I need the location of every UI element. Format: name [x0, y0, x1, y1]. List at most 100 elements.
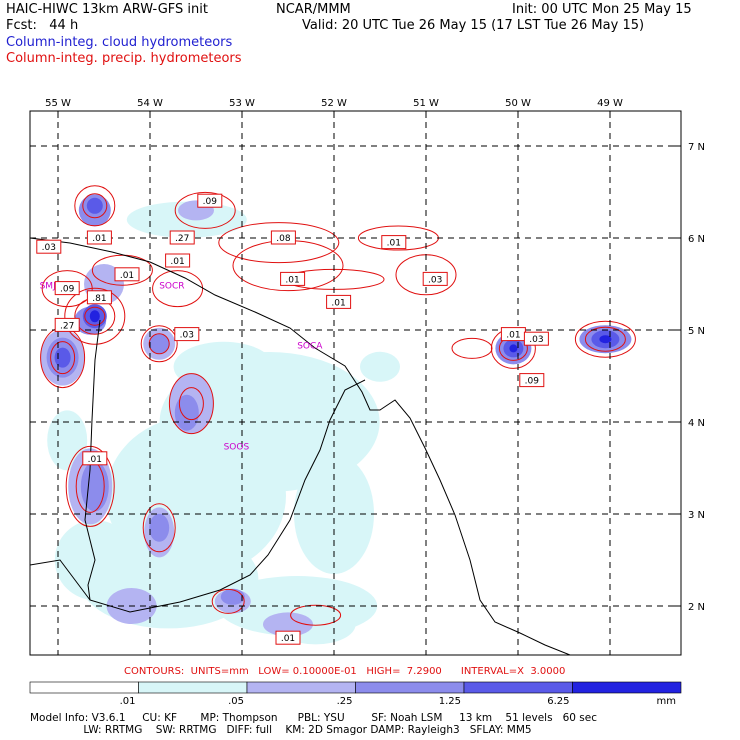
precip-contour	[148, 333, 170, 355]
precip-contour	[140, 325, 178, 363]
precip-contour	[174, 191, 236, 229]
lat-label: 3 N	[688, 510, 705, 521]
contour-label: .08	[276, 234, 291, 244]
station-smjp: SMJP	[40, 282, 62, 292]
station-soos: SOOS	[224, 443, 250, 453]
contour-label-box	[54, 281, 80, 296]
country-border	[30, 559, 91, 601]
cloud-blob	[86, 197, 103, 214]
contour-label-box	[169, 230, 195, 245]
cloud-blob	[294, 454, 374, 574]
contour-label: .01	[387, 239, 401, 249]
lat-label: 2 N	[688, 602, 705, 613]
colorbar-segment	[246, 681, 356, 694]
station-socr: SOCR	[159, 282, 184, 292]
cloud-blob	[220, 588, 245, 605]
cloud-blob	[263, 612, 313, 637]
contour-label: .03	[529, 335, 543, 345]
lon-label: 53 W	[229, 98, 255, 109]
contour-label: .01	[120, 271, 134, 281]
cloud-fill-layer	[40, 194, 632, 645]
cloud-blob	[599, 335, 612, 344]
contour-label-box	[174, 327, 200, 342]
contour-label: .01	[88, 455, 102, 465]
contour-info: CONTOURS: UNITS=mm LOW= 0.10000E-01 HIGH…	[124, 666, 566, 677]
colorbar-segment	[572, 681, 682, 694]
model-title: HAIC-HIWC 13km ARW-GFS init	[6, 2, 208, 17]
latitude-labels: 7 N 6 N 5 N 4 N 3 N 2 N	[688, 142, 705, 613]
contour-label-box	[275, 630, 301, 645]
precip-contour	[168, 373, 214, 435]
precip-contour	[218, 222, 340, 264]
coastline	[30, 237, 571, 655]
precip-contour	[451, 337, 493, 359]
precip-contour	[584, 326, 626, 352]
lat-lon-grid	[30, 111, 681, 655]
precip-contour	[82, 193, 108, 219]
contour-label: .01	[285, 275, 299, 285]
precip-contour	[178, 387, 204, 421]
contour-label-box	[197, 193, 223, 208]
cloud-blob	[47, 410, 88, 471]
cloud-blob	[149, 333, 170, 354]
forecast-hour: Fcst: 44 h	[6, 18, 79, 33]
contour-label-box	[86, 290, 112, 305]
colorbar-tick-label: .01	[120, 696, 136, 707]
colorbar-tick-label: 1.25	[439, 696, 461, 707]
contour-label: .81	[92, 294, 106, 304]
contour-label-box	[114, 267, 140, 282]
contour-label-box	[86, 230, 112, 245]
precip-contour	[74, 185, 116, 227]
coastline-layer	[30, 237, 571, 655]
contour-label-box	[54, 317, 80, 332]
cloud-blob	[89, 310, 100, 323]
field-precip-label: Column-integ. precip. hydrometeors	[6, 51, 242, 66]
model-info-line1: Model Info: V3.6.1 CU: KF MP: Thompson P…	[30, 712, 597, 724]
contour-label-box	[422, 271, 448, 286]
contour-label: .27	[175, 234, 189, 244]
precip-contour	[152, 270, 204, 308]
contour-label-box	[326, 294, 352, 309]
contour-label: .09	[203, 197, 218, 207]
precip-contour	[211, 588, 245, 614]
cloud-blob	[509, 344, 518, 353]
lon-label: 49 W	[597, 98, 623, 109]
colorbar: .01 .05 .25 1.25 6.25 mm	[29, 681, 682, 707]
precip-contour	[290, 604, 342, 626]
contour-label: .03	[180, 331, 194, 341]
contour-value-labels: .09 .01 .27 .08 .01 .03 .01 .01 .09 .01 .03 .81 .01.…	[36, 193, 549, 645]
map-frame	[29, 110, 682, 656]
cloud-blob	[80, 461, 109, 512]
contour-label: .09	[525, 377, 540, 387]
lon-label: 55 W	[45, 98, 71, 109]
lat-label: 7 N	[688, 142, 705, 153]
precip-contour	[41, 270, 93, 308]
organization: NCAR/MMM	[276, 2, 351, 17]
contour-label: .01	[281, 634, 295, 644]
contour-label-box	[381, 235, 407, 250]
colorbar-tick-label: .25	[337, 696, 353, 707]
contour-label-box	[270, 230, 296, 245]
contour-label-box	[523, 331, 549, 346]
lon-label: 54 W	[137, 98, 163, 109]
cloud-blob	[149, 513, 170, 542]
country-border	[84, 319, 366, 613]
cloud-blob	[54, 347, 71, 368]
contour-label-box	[82, 451, 108, 466]
lat-label: 5 N	[688, 326, 705, 337]
station-soca: SOCA	[297, 341, 323, 351]
lat-label: 6 N	[688, 234, 705, 245]
contour-label: .09	[60, 285, 75, 295]
precip-contour	[84, 306, 106, 326]
lon-label: 50 W	[505, 98, 531, 109]
colorbar-segment	[29, 681, 139, 694]
contour-label: .03	[42, 243, 56, 253]
lon-label: 51 W	[413, 98, 439, 109]
lon-label: 52 W	[321, 98, 347, 109]
contour-label-box	[280, 271, 306, 286]
colorbar-tick-label: .05	[228, 696, 244, 707]
contour-label: .27	[60, 321, 74, 331]
precip-contour	[64, 287, 126, 345]
colorbar-tick-label: 6.25	[547, 696, 569, 707]
